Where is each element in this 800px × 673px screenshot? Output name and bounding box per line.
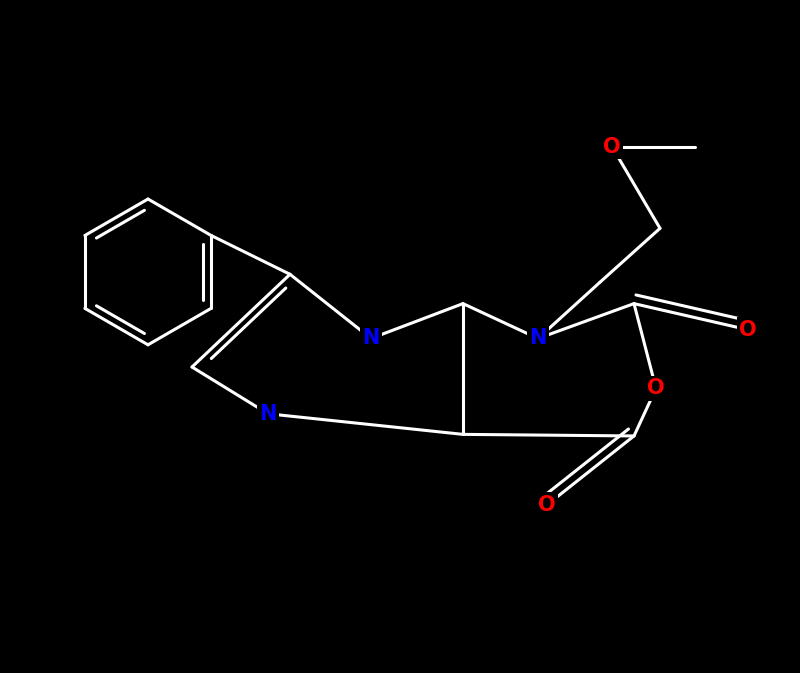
Text: N: N [362, 328, 380, 349]
Text: O: O [647, 378, 665, 398]
Text: N: N [259, 404, 277, 424]
Text: N: N [530, 328, 546, 349]
Text: O: O [538, 495, 556, 515]
Text: O: O [603, 137, 621, 157]
Text: O: O [739, 320, 757, 340]
